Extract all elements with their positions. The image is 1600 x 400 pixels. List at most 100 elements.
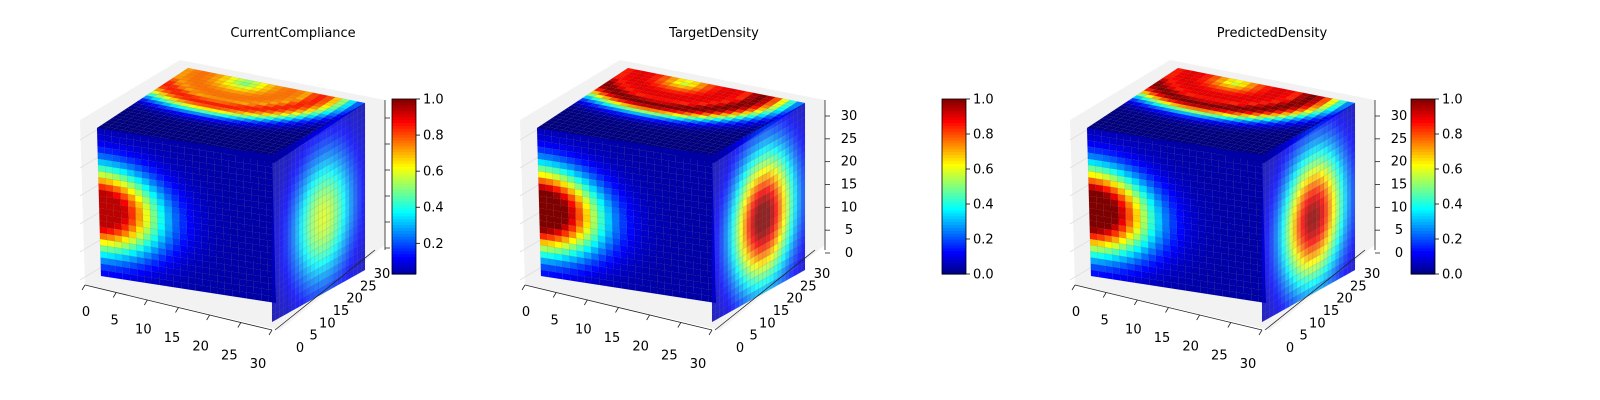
voxel-cell (1214, 288, 1223, 297)
x-tick-label: 0 (82, 305, 90, 320)
x-tick-label: 15 (164, 331, 181, 346)
voxel-cell (137, 275, 145, 283)
voxel-cell (1178, 283, 1186, 291)
colorbar-segment (392, 169, 416, 173)
colorbar-segment (392, 239, 416, 243)
voxel-cell (1119, 274, 1128, 282)
colorbar-segment (392, 215, 416, 220)
voxel-cell (188, 283, 196, 291)
voxel-cell (1200, 286, 1208, 295)
voxel-cell (107, 270, 116, 279)
y-tick-label: 0 (296, 341, 304, 356)
panel-title-current-compliance: CurrentCompliance (230, 26, 356, 41)
colorbar-segment (392, 209, 416, 214)
voxel-cell (555, 271, 564, 280)
x-tick-label: 10 (575, 322, 592, 337)
colorbar-tick-label: 0.6 (423, 165, 444, 180)
colorbar-segment (392, 224, 416, 228)
x-tick-label: 15 (604, 331, 621, 346)
voxel-cell (1243, 293, 1252, 301)
colorbar-segment (392, 268, 416, 272)
voxel-cell (1112, 272, 1121, 281)
voxel-cell (642, 285, 651, 294)
z-tick-label: 30 (841, 109, 858, 124)
colorbar-segment (392, 125, 416, 129)
y-tick-label: 20 (346, 292, 363, 307)
voxel-cell (591, 277, 600, 286)
voxel-cell (1170, 281, 1179, 290)
voxel-cell (584, 276, 593, 285)
colorbar-segment (392, 271, 416, 275)
colorbar-segment (392, 241, 416, 246)
voxel-cell (246, 292, 255, 300)
voxel-cell (166, 279, 175, 288)
panel-title-predicted-density: PredictedDensity (1216, 26, 1328, 41)
colorbar-tick-label: 0.0 (973, 268, 994, 283)
colorbar-segment (392, 253, 416, 258)
voxel-cell (657, 287, 666, 296)
voxel-cell (1221, 289, 1230, 298)
voxel-cell (1156, 279, 1165, 288)
colorbar-tick-label: 0.8 (973, 128, 994, 143)
colorbar-segment (392, 157, 416, 161)
voxel-cell (1207, 287, 1216, 296)
voxel-cell (239, 290, 248, 299)
colorbar-segment (392, 134, 416, 138)
colorbar-segment (392, 99, 416, 103)
voxel-cell (210, 286, 218, 295)
voxel-cell (129, 274, 138, 282)
colorbar-segment (392, 250, 416, 255)
colorbar-segment (392, 107, 416, 112)
colorbar-tick-label: 0.2 (423, 237, 444, 252)
voxel-cell (650, 286, 658, 295)
y-tick-label: 5 (750, 329, 758, 344)
colorbar-segment (392, 163, 416, 167)
colorbar-segment (392, 259, 416, 263)
colorbar-segment (392, 154, 416, 158)
voxel-cell (217, 287, 226, 296)
voxel-cell (701, 294, 709, 303)
colorbar-segment (392, 136, 416, 141)
colorbar-segment (392, 183, 416, 188)
x-tick-label: 20 (632, 340, 649, 355)
colorbar-segment (392, 119, 416, 123)
voxel-cell (144, 276, 153, 285)
voxel-cell (158, 278, 167, 287)
colorbar-segment (392, 148, 416, 153)
voxel-cell (1251, 294, 1259, 303)
panel-title-target-density: TargetDensity (669, 26, 759, 41)
voxel-cell (1236, 292, 1245, 300)
colorbar-segment (392, 110, 416, 115)
y-tick-label: 15 (333, 304, 350, 319)
z-tick-label: 15 (841, 178, 858, 193)
colorbar-segment (392, 186, 416, 191)
y-tick-label: 0 (736, 341, 744, 356)
z-tick-label: 20 (841, 155, 858, 170)
voxel-cell (115, 271, 124, 280)
y-tick-label: 30 (374, 267, 391, 282)
colorbar-segment (392, 233, 416, 237)
voxel-cell (231, 289, 240, 298)
y-tick-label: 10 (319, 316, 336, 331)
colorbar-segment (392, 227, 416, 231)
voxel-cell (1097, 270, 1106, 279)
colorbar-segment (392, 116, 416, 121)
colorbar-segment (392, 262, 416, 266)
x-tick-label: 0 (522, 305, 530, 320)
voxel-cell (635, 284, 644, 292)
x-tick-label: 20 (192, 340, 209, 355)
colorbar-segment (392, 142, 416, 147)
voxel-cell (606, 279, 615, 288)
colorbar-tick-label: 0.2 (973, 233, 994, 248)
voxel-cell (1127, 275, 1135, 283)
voxel-cell (628, 283, 636, 291)
voxel-cell (173, 280, 182, 289)
z-tick-label: 0 (845, 246, 853, 261)
y-tick-label: 30 (814, 267, 831, 282)
colorbar: 0.20.40.60.81.0 (391, 93, 444, 275)
colorbar-tick-label: 1.0 (423, 93, 444, 108)
colorbar-segment (392, 166, 416, 170)
colorbar-segment (392, 247, 416, 252)
voxel-cell (620, 281, 629, 290)
